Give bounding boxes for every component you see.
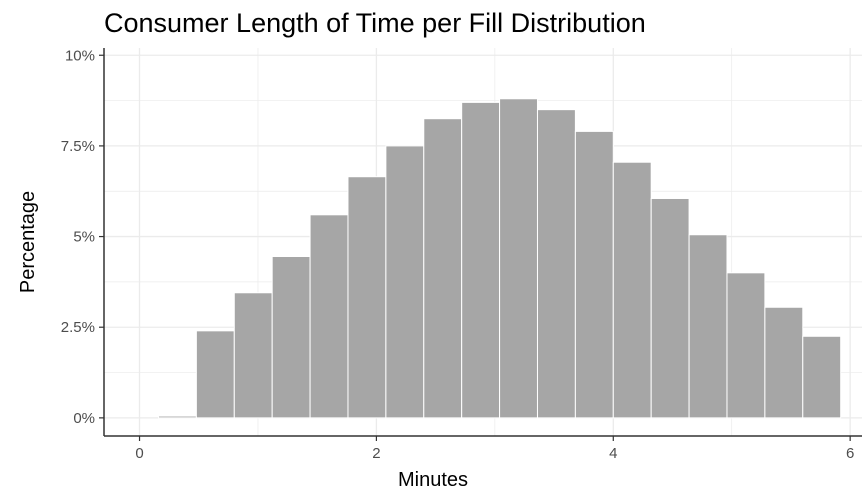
histogram-bar: [612, 161, 652, 419]
histogram-bar: [764, 306, 804, 419]
histogram-bar: [195, 330, 235, 419]
x-tick-label: 4: [609, 445, 617, 462]
histogram-bar: [650, 197, 690, 419]
histogram-bar: [726, 272, 766, 419]
y-tick-label: 5%: [73, 229, 95, 246]
x-tick-label: 2: [372, 445, 380, 462]
y-tick-label: 2.5%: [61, 319, 95, 336]
histogram-bars: [157, 98, 842, 419]
axis-ticks: 0% 2.5% 5% 7.5% 10% 0 2 4 6: [61, 47, 855, 462]
histogram-bar: [233, 292, 273, 419]
y-axis-title: Percentage: [17, 191, 39, 293]
x-tick-label: 0: [135, 445, 143, 462]
x-tick-label: 6: [846, 445, 854, 462]
y-tick-label: 10%: [65, 47, 95, 64]
histogram-bar: [157, 415, 197, 419]
histogram-bar: [309, 214, 349, 419]
histogram-bar: [461, 101, 501, 419]
histogram-bar: [271, 256, 311, 419]
histogram-bar: [574, 130, 614, 419]
axes: [103, 48, 862, 437]
histogram-bar: [385, 145, 425, 419]
histogram-bar: [499, 98, 538, 419]
y-tick-label: 7.5%: [61, 138, 95, 155]
histogram-bar: [688, 234, 728, 419]
x-axis-title: Minutes: [398, 469, 468, 491]
histogram-bar: [802, 335, 842, 419]
histogram-bar: [347, 176, 387, 419]
histogram-bar: [536, 109, 576, 419]
histogram-bar: [423, 118, 463, 419]
y-tick-label: 0%: [73, 410, 95, 427]
chart-title: Consumer Length of Time per Fill Distrib…: [104, 8, 646, 38]
